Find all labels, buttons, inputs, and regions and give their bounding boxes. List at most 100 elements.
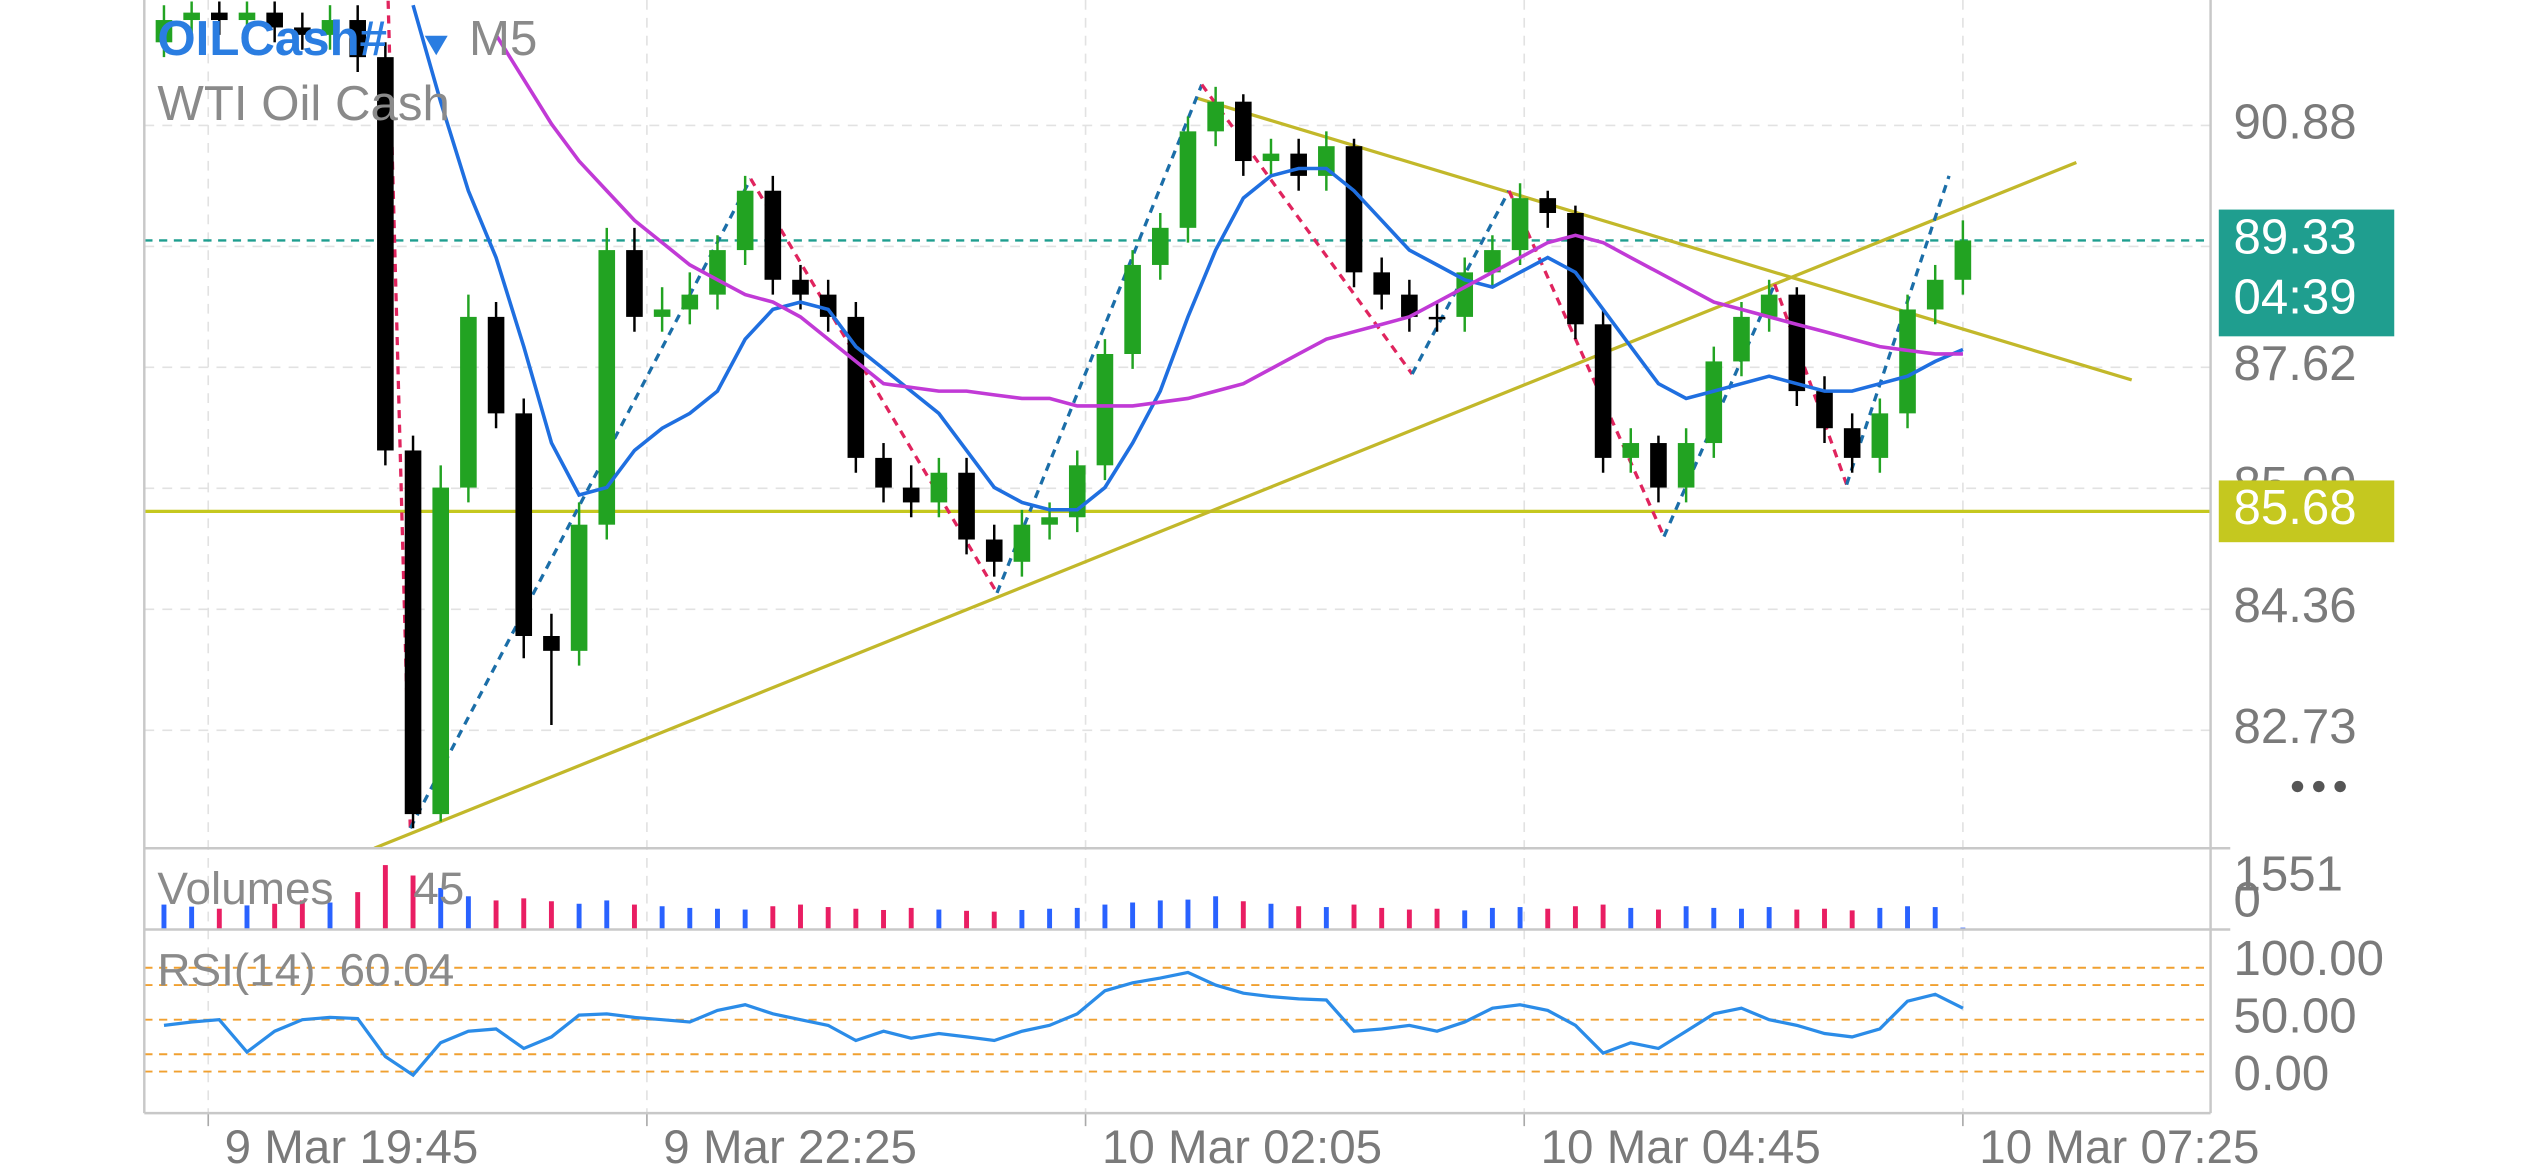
- candle-body: [183, 12, 200, 21]
- frame: [143, 0, 2231, 1115]
- volume-bar: [1462, 910, 1468, 930]
- x-tick-label: 10 Mar 07:25: [1979, 1121, 2259, 1170]
- current-price-box: [2218, 209, 2395, 337]
- candle-body: [1428, 316, 1446, 320]
- current-price-label: 89.33: [2234, 211, 2357, 265]
- candle-body: [819, 294, 837, 317]
- y-tick-label: 84.36: [2234, 579, 2357, 633]
- more-menu[interactable]: [2291, 780, 2346, 793]
- y-tick-label: 0: [2234, 874, 2261, 928]
- rsi-panel: [144, 966, 2211, 1078]
- volume-bar: [991, 911, 997, 930]
- volume-value: 45: [413, 863, 464, 914]
- volume-bar: [1351, 904, 1357, 930]
- volume-bar: [576, 903, 582, 930]
- symbol[interactable]: OILCash#: [157, 12, 387, 66]
- volume-bar: [438, 887, 444, 930]
- candle-body: [626, 250, 643, 317]
- volume-bar: [825, 907, 831, 930]
- candle-body: [266, 12, 283, 28]
- candle-body: [1511, 198, 1529, 251]
- volume-bar: [272, 903, 278, 930]
- volume-bar: [1711, 907, 1717, 930]
- candle-body: [681, 294, 699, 310]
- volume-bar: [770, 906, 776, 930]
- volume-bar: [1517, 907, 1523, 930]
- candle-body: [1733, 316, 1750, 362]
- volume-bar: [382, 865, 388, 930]
- timeframe[interactable]: M5: [469, 12, 537, 66]
- volume-bar: [1130, 902, 1136, 930]
- x-tick-label: 10 Mar 02:05: [1102, 1121, 1382, 1170]
- volume-bar: [1822, 908, 1827, 930]
- level-label: 85.68: [2234, 481, 2357, 535]
- volume-bar: [299, 900, 305, 930]
- volume-bar: [631, 904, 637, 930]
- candle-body: [709, 250, 726, 295]
- candle-body: [1290, 153, 1307, 176]
- candle-body: [1650, 443, 1667, 488]
- volume-bar: [244, 905, 250, 930]
- x-tick-label: 9 Mar 22:25: [663, 1121, 917, 1170]
- volume-bar: [908, 907, 914, 930]
- candle-body: [1705, 361, 1723, 444]
- y-tick-label: 100.00: [2234, 932, 2384, 986]
- candle-body: [792, 279, 809, 295]
- candle-body: [1484, 250, 1501, 273]
- candle-body: [1539, 198, 1557, 213]
- volume-bar: [327, 902, 333, 930]
- candle-body: [1345, 146, 1363, 273]
- y-tick-label: 1551: [2234, 848, 2343, 902]
- volume-title: Volumes: [157, 863, 333, 914]
- volume-bar: [1102, 904, 1108, 930]
- volume-bar: [1047, 908, 1053, 930]
- volume-bar: [1794, 909, 1800, 930]
- volume-bar: [936, 909, 942, 930]
- volume-bar: [1434, 908, 1440, 930]
- volume-bar: [1683, 906, 1689, 930]
- candle-body: [1235, 101, 1252, 162]
- volume-bar: [742, 909, 748, 930]
- candle-body: [902, 487, 920, 503]
- volume-bar: [1572, 906, 1578, 930]
- candle-body: [321, 20, 339, 35]
- candle-body: [1954, 240, 1972, 280]
- candle-body: [875, 457, 892, 488]
- candle-body: [764, 190, 782, 280]
- candle-body: [1373, 272, 1390, 295]
- y-tick-label: 90.88: [2234, 95, 2357, 149]
- subtitle: WTI Oil Cash: [157, 77, 449, 131]
- moving-average: [411, 4, 1964, 512]
- volume-bar: [1877, 907, 1883, 930]
- candle-body: [1096, 353, 1114, 466]
- menu-dot[interactable]: [2334, 780, 2346, 793]
- candle-body: [155, 20, 173, 43]
- menu-dot[interactable]: [2313, 780, 2325, 793]
- volume-bar: [604, 900, 610, 930]
- volume-bar: [881, 909, 886, 930]
- candle-body: [1151, 227, 1169, 265]
- candle-body: [985, 539, 1003, 562]
- volume-bar: [161, 904, 167, 930]
- candle-body: [238, 12, 256, 21]
- volume-bar: [216, 908, 222, 930]
- moving-average: [494, 33, 1963, 408]
- countdown: 04:39: [2234, 271, 2357, 325]
- candle-body: [958, 472, 975, 540]
- volume-bar: [853, 908, 859, 930]
- candle-body: [515, 413, 533, 637]
- candle-body: [1899, 309, 1916, 414]
- candle-body: [1401, 294, 1418, 317]
- y-tick-label: 82.73: [2234, 700, 2357, 754]
- candle-body: [211, 12, 228, 21]
- volume-bar: [1545, 908, 1551, 930]
- menu-dot[interactable]: [2291, 780, 2304, 793]
- candle-body: [1622, 443, 1640, 458]
- candle-body: [1262, 153, 1280, 162]
- x-tick-label: 10 Mar 04:45: [1541, 1121, 1821, 1170]
- volume-bar: [1379, 907, 1385, 930]
- symbol-dropdown-icon[interactable]: [424, 35, 448, 56]
- volume-bar: [1074, 907, 1080, 930]
- candle-body: [1816, 391, 1833, 429]
- candle-body: [736, 190, 754, 251]
